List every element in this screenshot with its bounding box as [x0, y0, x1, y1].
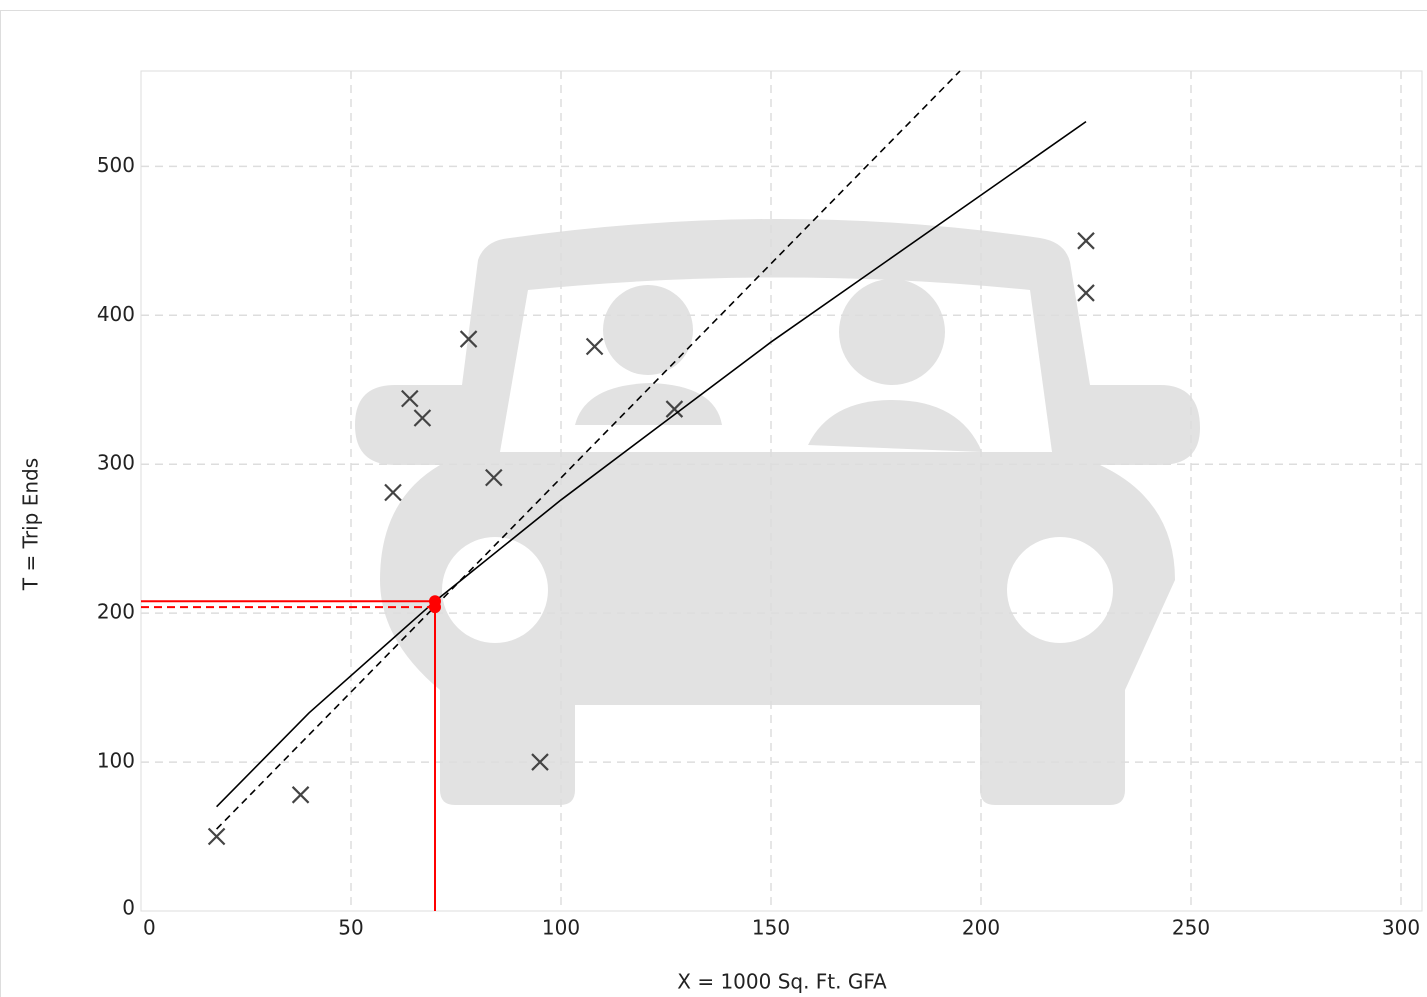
x-tick-label: 100 [542, 916, 580, 940]
y-tick-label: 0 [122, 896, 135, 920]
y-tick-label: 200 [97, 600, 135, 624]
x-tick-label: 300 [1382, 916, 1420, 940]
y-tick-label: 100 [97, 749, 135, 773]
data-point [459, 330, 478, 348]
selected-point [429, 601, 441, 614]
data-point [401, 389, 419, 408]
y-axis-title: T = Trip Ends [19, 458, 43, 591]
y-tick-label: 400 [97, 302, 135, 326]
data-point [413, 409, 432, 427]
x-tick-label: 0 [143, 916, 156, 940]
car-watermark [355, 219, 1200, 805]
x-tick-label: 250 [1172, 916, 1210, 940]
data-point [485, 468, 503, 487]
fit-line [216, 70, 961, 830]
x-tick-label: 150 [752, 916, 790, 940]
data-point [291, 786, 310, 804]
x-tick-label: 50 [338, 916, 363, 940]
y-tick-label: 300 [97, 451, 135, 475]
data-point [1077, 232, 1095, 250]
data-point [585, 337, 604, 356]
data-point [531, 753, 549, 771]
fit-line [216, 120, 1087, 808]
frame [0, 10, 1427, 997]
data-point [384, 483, 402, 502]
data-point [207, 827, 226, 846]
x-axis-title: X = 1000 Sq. Ft. GFA [677, 970, 887, 994]
y-tick-label: 500 [97, 153, 135, 177]
data-point [1077, 284, 1095, 302]
x-tick-label: 200 [962, 916, 1000, 940]
data-point [665, 400, 684, 418]
